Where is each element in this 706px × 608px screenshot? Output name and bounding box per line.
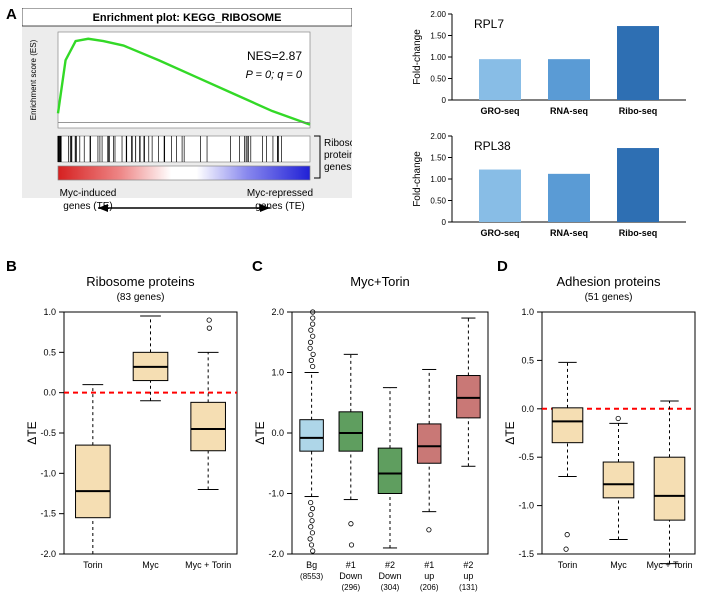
svg-text:-0.5: -0.5 xyxy=(518,452,534,462)
svg-text:0.0: 0.0 xyxy=(271,428,284,438)
svg-text:Myc: Myc xyxy=(142,560,159,570)
svg-text:0: 0 xyxy=(442,96,447,105)
svg-text:Myc-induced: Myc-induced xyxy=(60,188,117,199)
svg-text:RPL7: RPL7 xyxy=(474,17,504,31)
svg-text:RNA-seq: RNA-seq xyxy=(550,106,588,116)
box-adhesion: Adhesion proteins (51 genes) -1.5 -1.0 -0.5 0… xyxy=(498,272,703,602)
svg-text:-2.0: -2.0 xyxy=(268,549,284,559)
svg-text:1.50: 1.50 xyxy=(430,154,446,163)
svg-text:ΔTE: ΔTE xyxy=(253,421,267,444)
svg-text:1.00: 1.00 xyxy=(430,175,446,184)
svg-text:protein: protein xyxy=(324,150,352,161)
svg-text:genes (TE): genes (TE) xyxy=(255,201,304,212)
svg-text:genes (TE): genes (TE) xyxy=(63,201,112,212)
svg-text:Down: Down xyxy=(378,571,401,581)
svg-text:Fold-change: Fold-change xyxy=(412,29,423,85)
svg-text:Ribo-seq: Ribo-seq xyxy=(619,228,658,238)
svg-text:RNA-seq: RNA-seq xyxy=(550,228,588,238)
svg-text:2.00: 2.00 xyxy=(430,132,446,141)
svg-text:(83 genes): (83 genes) xyxy=(117,292,165,303)
svg-text:Bg: Bg xyxy=(306,560,317,570)
panel-b-label: B xyxy=(6,258,17,275)
rpl38-barchart: Fold-change 0 0.50 1.00 1.50 2.00 GRO-seq RNA-s… xyxy=(406,126,696,244)
svg-text:1.00: 1.00 xyxy=(430,53,446,62)
svg-text:0.50: 0.50 xyxy=(430,197,446,206)
svg-text:-2.0: -2.0 xyxy=(40,549,56,559)
svg-text:(206): (206) xyxy=(420,583,439,592)
panel-a-label: A xyxy=(6,6,17,23)
svg-text:0.0: 0.0 xyxy=(43,388,56,398)
svg-text:-1.0: -1.0 xyxy=(40,468,56,478)
svg-text:(51 genes): (51 genes) xyxy=(585,292,633,303)
svg-text:-1.5: -1.5 xyxy=(518,549,534,559)
svg-text:#1: #1 xyxy=(346,560,356,570)
svg-text:RPL38: RPL38 xyxy=(474,139,511,153)
box-myc-torin: Myc+Torin-2.0-1.00.01.02.0ΔTEBg(8553)#1D… xyxy=(248,272,496,602)
svg-text:-1.0: -1.0 xyxy=(268,489,284,499)
svg-text:Ribosomal: Ribosomal xyxy=(324,138,352,149)
svg-text:Myc-repressed: Myc-repressed xyxy=(247,188,313,199)
svg-text:0.50: 0.50 xyxy=(430,75,446,84)
svg-text:up: up xyxy=(424,571,434,581)
svg-text:Enrichment score (ES): Enrichment score (ES) xyxy=(29,39,38,120)
svg-text:Torin: Torin xyxy=(83,560,103,570)
svg-text:Ribosome proteins: Ribosome proteins xyxy=(86,274,195,289)
svg-text:GRO-seq: GRO-seq xyxy=(480,106,519,116)
svg-text:Adhesion proteins: Adhesion proteins xyxy=(556,274,661,289)
rpl7-barchart: Fold-change 0 0.50 1.00 1.50 2.00 GRO-seq RNA-s… xyxy=(406,4,696,122)
svg-text:1.0: 1.0 xyxy=(271,368,284,378)
svg-text:(8553): (8553) xyxy=(300,572,323,581)
box-ribosome: Ribosome proteins (83 genes) -2.0 -1.5 -1.0 -… xyxy=(20,272,245,602)
svg-text:-0.5: -0.5 xyxy=(40,428,56,438)
svg-text:0.0: 0.0 xyxy=(521,404,534,414)
svg-text:0.5: 0.5 xyxy=(43,347,56,357)
svg-text:Enrichment plot: KEGG_RIBOSOME: Enrichment plot: KEGG_RIBOSOME xyxy=(93,12,282,24)
svg-text:1.0: 1.0 xyxy=(521,307,534,317)
svg-text:Fold-change: Fold-change xyxy=(412,151,423,207)
svg-text:#2: #2 xyxy=(385,560,395,570)
svg-text:0.5: 0.5 xyxy=(521,355,534,365)
gsea-plot: Enrichment plot: KEGG_RIBOSOME NES=2.87 P … xyxy=(22,8,352,238)
svg-text:up: up xyxy=(463,571,473,581)
svg-text:Ribo-seq: Ribo-seq xyxy=(619,106,658,116)
svg-text:1.50: 1.50 xyxy=(430,32,446,41)
svg-text:2.00: 2.00 xyxy=(430,10,446,19)
svg-text:Down: Down xyxy=(339,571,362,581)
svg-text:Myc + Torin: Myc + Torin xyxy=(646,560,692,570)
svg-text:(304): (304) xyxy=(381,583,400,592)
svg-text:ΔTE: ΔTE xyxy=(25,421,39,444)
svg-text:-1.5: -1.5 xyxy=(40,509,56,519)
svg-text:NES=2.87: NES=2.87 xyxy=(247,49,302,63)
svg-text:Myc + Torin: Myc + Torin xyxy=(185,560,231,570)
svg-text:(296): (296) xyxy=(341,583,360,592)
svg-text:0: 0 xyxy=(442,218,447,227)
svg-text:Torin: Torin xyxy=(558,560,578,570)
svg-text:2.0: 2.0 xyxy=(271,307,284,317)
svg-text:Myc+Torin: Myc+Torin xyxy=(350,274,410,289)
svg-text:GRO-seq: GRO-seq xyxy=(480,228,519,238)
svg-text:-1.0: -1.0 xyxy=(518,501,534,511)
svg-text:Myc: Myc xyxy=(610,560,627,570)
svg-text:#2: #2 xyxy=(463,560,473,570)
svg-text:#1: #1 xyxy=(424,560,434,570)
svg-text:(131): (131) xyxy=(459,583,478,592)
svg-text:1.0: 1.0 xyxy=(43,307,56,317)
svg-text:ΔTE: ΔTE xyxy=(503,421,517,444)
svg-text:P = 0; q = 0: P = 0; q = 0 xyxy=(246,69,303,81)
svg-text:genes: genes xyxy=(324,162,351,173)
